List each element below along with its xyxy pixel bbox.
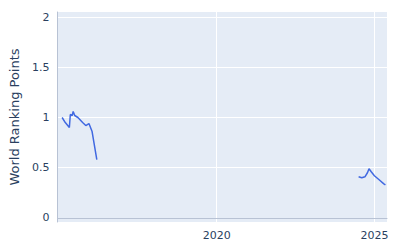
svg-text:World Ranking Points: World Ranking Points (7, 48, 22, 185)
svg-text:2025: 2025 (360, 229, 388, 242)
svg-text:1.5: 1.5 (32, 61, 50, 74)
svg-text:0: 0 (42, 211, 49, 224)
svg-text:2020: 2020 (203, 229, 231, 242)
svg-text:0.5: 0.5 (32, 161, 50, 174)
svg-text:2: 2 (42, 11, 49, 24)
svg-text:1: 1 (42, 111, 49, 124)
